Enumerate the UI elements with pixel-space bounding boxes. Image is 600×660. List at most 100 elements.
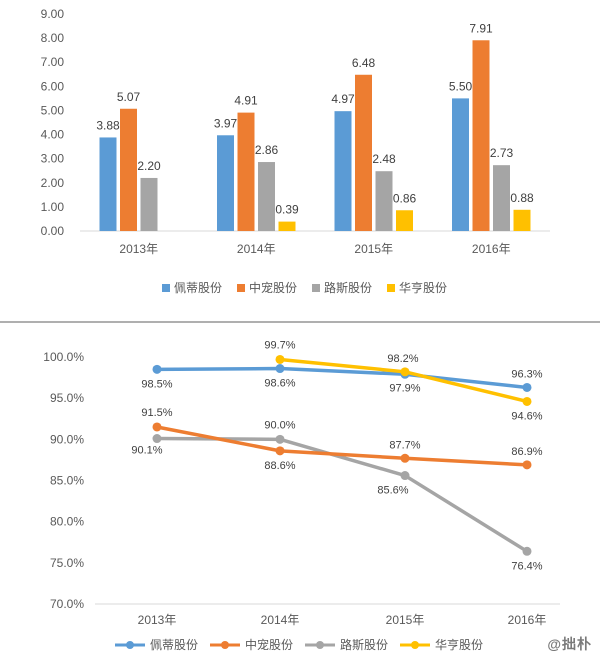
bar-data-label: 6.48 [352, 56, 376, 70]
bar-y-tick-label: 8.00 [41, 31, 65, 45]
line-legend-marker [411, 641, 419, 649]
bar-data-label: 0.88 [510, 191, 534, 205]
bar-legend-swatch [237, 284, 245, 292]
line-legend-label: 路斯股份 [340, 637, 388, 652]
series-line [155, 425, 529, 467]
line-x-tick-label: 2013年 [138, 613, 177, 627]
line-data-label: 94.6% [511, 410, 542, 422]
bar-legend-label: 中宠股份 [249, 280, 297, 295]
line-y-tick-label: 80.0% [50, 515, 84, 529]
line-x-tick-label: 2014年 [261, 613, 300, 627]
bar-data-label: 2.20 [137, 159, 161, 173]
line-legend-marker [221, 641, 229, 649]
line-y-tick-label: 70.0% [50, 597, 84, 611]
line-point [400, 471, 410, 481]
line-x-tick-label: 2015年 [386, 613, 425, 627]
bar-y-tick-label: 7.00 [41, 55, 65, 69]
line-data-label: 86.9% [511, 446, 542, 458]
bar-data-label: 5.50 [449, 79, 473, 93]
line-data-label: 96.3% [511, 368, 542, 380]
bar-chart: 0.00 1.00 2.00 3.00 4.00 5.00 6.00 7.00 8.00 9.00… [41, 7, 550, 295]
line-data-label: 88.6% [264, 460, 295, 472]
bar-legend-label: 华亨股份 [399, 280, 447, 295]
bar-x-tick-label: 2016年 [472, 242, 511, 256]
bar [258, 162, 275, 231]
bar [217, 135, 234, 231]
line-point [275, 364, 285, 374]
bar-legend-swatch [312, 284, 320, 292]
bar [472, 40, 490, 231]
bar [278, 221, 296, 231]
bar-data-label: 2.86 [255, 143, 279, 157]
line-legend-label: 华亨股份 [435, 637, 483, 652]
bar [513, 209, 531, 231]
line-data-label: 98.5% [141, 378, 172, 390]
line-y-tick-label: 75.0% [50, 556, 84, 570]
bar [334, 111, 352, 231]
bar-data-label: 5.07 [117, 90, 141, 104]
line-y-tick-label: 95.0% [50, 391, 84, 405]
line-y-tick-label: 90.0% [50, 432, 84, 446]
line-point [152, 434, 162, 444]
bar-legend-label: 佩蒂股份 [174, 281, 222, 295]
line-point [522, 382, 532, 392]
bar-y-tick-label: 2.00 [41, 176, 65, 190]
bar-data-label: 7.91 [469, 21, 493, 35]
line-point [275, 446, 285, 456]
bar [237, 112, 255, 231]
bar-x-tick-label: 2014年 [237, 242, 276, 256]
line-data-label: 98.2% [387, 353, 418, 365]
line-legend-label: 佩蒂股份 [150, 638, 198, 652]
bar-y-tick-label: 3.00 [41, 152, 65, 166]
bar-y-tick-label: 5.00 [41, 103, 65, 117]
bar [493, 165, 510, 231]
line-data-label: 90.0% [264, 419, 295, 431]
bar-y-tick-label: 4.00 [41, 128, 65, 142]
bar-legend-label: 路斯股份 [324, 280, 372, 295]
line-point [275, 434, 285, 444]
line-chart: 70.0% 75.0% 80.0% 85.0% 90.0% 95.0% 100.0% 2013… [43, 339, 560, 652]
bar [99, 137, 117, 231]
line-x-tick-label: 2016年 [508, 613, 547, 627]
bar-data-label: 3.97 [214, 116, 238, 130]
line-y-tick-label: 85.0% [50, 474, 84, 488]
watermark-text: @拙朴 [547, 636, 592, 652]
line-data-label: 87.7% [389, 439, 420, 451]
line-data-label: 85.6% [377, 485, 408, 497]
line-legend-marker [316, 641, 324, 649]
line-legend-label: 中宠股份 [245, 637, 293, 652]
line-data-label: 98.6% [264, 378, 295, 390]
line-data-label: 90.1% [131, 445, 162, 457]
line-point [152, 422, 162, 432]
bar-legend-swatch [387, 284, 395, 292]
line-point [522, 546, 532, 556]
bar [140, 177, 158, 231]
bar-data-label: 2.73 [490, 146, 514, 160]
line-data-label: 91.5% [141, 407, 172, 419]
line-point [400, 367, 410, 377]
series-line [278, 357, 529, 404]
bar-data-label: 0.86 [393, 191, 417, 205]
line-point [522, 460, 532, 470]
bar-data-label: 0.39 [275, 203, 299, 217]
bar [452, 98, 469, 231]
bar-x-tick-label: 2015年 [354, 242, 393, 256]
line-data-label: 76.4% [511, 560, 542, 572]
bar [120, 108, 137, 231]
line-point [275, 354, 285, 364]
bar-x-tick-label: 2013年 [119, 242, 158, 256]
bar-data-label: 3.88 [96, 118, 120, 132]
bar-legend-swatch [162, 284, 170, 292]
line-y-tick-label: 100.0% [43, 350, 84, 364]
bar [396, 210, 413, 231]
bar-y-tick-label: 9.00 [41, 7, 65, 21]
bar-data-label: 4.97 [331, 92, 355, 106]
bar-data-label: 4.91 [234, 94, 258, 108]
bar [355, 74, 372, 231]
line-point [152, 364, 162, 374]
bar-y-tick-label: 1.00 [41, 200, 65, 214]
line-data-label: 99.7% [264, 339, 295, 351]
bar-y-tick-label: 6.00 [41, 79, 65, 93]
bar [375, 171, 393, 231]
